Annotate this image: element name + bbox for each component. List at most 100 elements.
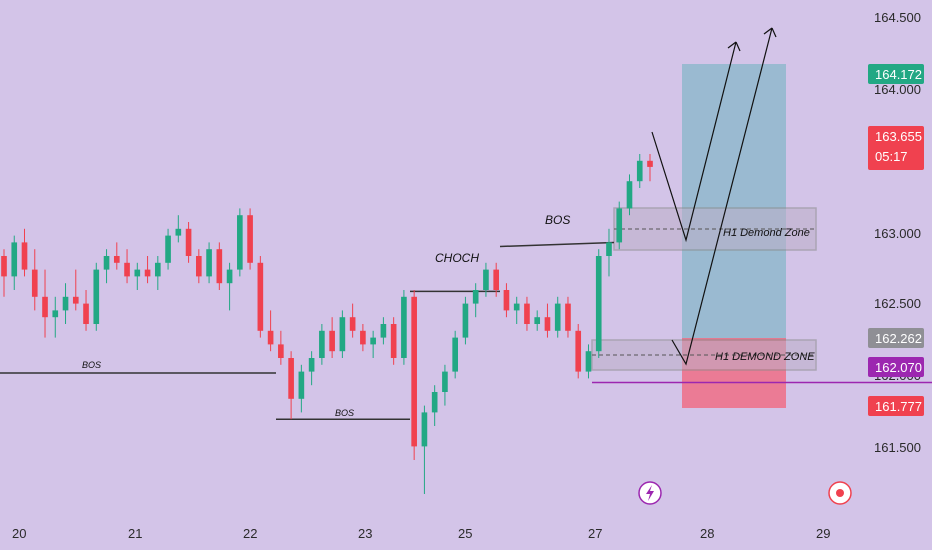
candle-body bbox=[462, 303, 469, 338]
price-badge-value: 164.172 bbox=[875, 67, 922, 82]
candle-body bbox=[401, 296, 407, 358]
bos-mid-label: BOS bbox=[335, 408, 354, 418]
zone-upper-label: H1 Demond Zone bbox=[723, 227, 810, 239]
arrowhead-left-1 bbox=[727, 41, 737, 49]
candle-body bbox=[339, 317, 346, 352]
x-tick-label: 28 bbox=[700, 526, 714, 541]
candle-body bbox=[11, 242, 18, 277]
candle-body bbox=[370, 337, 376, 345]
candle-body bbox=[554, 303, 561, 331]
price-badge-timer: 05:17 bbox=[875, 149, 908, 164]
candle-body bbox=[1, 256, 7, 277]
candle-body bbox=[113, 256, 120, 263]
arrowhead-right-1 bbox=[735, 41, 741, 52]
x-axis[interactable]: 20 21 22 23 25 27 28 29 bbox=[12, 526, 830, 541]
y-tick-label: 163.000 bbox=[874, 226, 921, 241]
candle-body bbox=[585, 351, 592, 372]
candle-body bbox=[595, 256, 602, 352]
price-badge-value: 163.655 bbox=[875, 129, 922, 144]
candle-body bbox=[196, 256, 202, 277]
arrowhead-right-2 bbox=[771, 27, 777, 38]
candle-body bbox=[206, 249, 212, 277]
candle-body bbox=[288, 358, 294, 399]
candle-body bbox=[267, 330, 274, 345]
x-tick-label: 21 bbox=[128, 526, 142, 541]
candle-body bbox=[31, 269, 38, 297]
candle-body bbox=[216, 249, 223, 284]
price-badge: 164.172 bbox=[868, 64, 924, 84]
candle-body bbox=[42, 296, 48, 318]
candle-body bbox=[380, 324, 387, 338]
candle-body bbox=[647, 160, 653, 167]
candle-body bbox=[390, 324, 397, 358]
arrowhead-left-2 bbox=[763, 27, 773, 35]
candle-body bbox=[421, 412, 428, 447]
candle-body bbox=[442, 371, 448, 392]
lightning-icon[interactable] bbox=[638, 481, 662, 505]
price-badge: 162.262 bbox=[868, 328, 924, 348]
price-badge: 162.070 bbox=[868, 357, 924, 377]
candlestick-series bbox=[1, 154, 653, 494]
candle-body bbox=[349, 317, 356, 331]
candle-body bbox=[298, 371, 305, 399]
candle-body bbox=[72, 296, 79, 304]
price-badge-value: 162.262 bbox=[875, 331, 922, 346]
candle-body bbox=[165, 235, 171, 263]
candle-body bbox=[134, 269, 141, 277]
y-tick-label: 162.500 bbox=[874, 296, 921, 311]
candle-body bbox=[411, 296, 417, 447]
candle-body bbox=[360, 330, 366, 345]
y-tick-label: 161.500 bbox=[874, 440, 921, 455]
price-badge-value: 162.070 bbox=[875, 360, 922, 375]
zone-lower-label: H1 DEMOND ZONE bbox=[715, 351, 815, 363]
candle-body bbox=[565, 303, 571, 331]
price-badge-value: 161.777 bbox=[875, 399, 922, 414]
x-tick-label: 25 bbox=[458, 526, 472, 541]
bos-left-label: BOS bbox=[82, 360, 101, 370]
candle-body bbox=[606, 242, 612, 256]
candle-body bbox=[483, 269, 489, 290]
candle-body bbox=[175, 228, 182, 236]
bos-top-line[interactable] bbox=[499, 241, 615, 248]
x-tick-label: 20 bbox=[12, 526, 26, 541]
candle-body bbox=[21, 242, 28, 270]
candle-body bbox=[52, 310, 59, 318]
x-tick-label: 29 bbox=[816, 526, 830, 541]
candle-body bbox=[83, 303, 89, 324]
candle-body bbox=[452, 337, 458, 372]
y-tick-label: 164.500 bbox=[874, 10, 921, 25]
candle-body bbox=[185, 228, 192, 256]
x-tick-label: 22 bbox=[243, 526, 257, 541]
candle-body bbox=[544, 317, 551, 331]
candle-body bbox=[226, 269, 233, 284]
x-tick-label: 27 bbox=[588, 526, 602, 541]
candle-body bbox=[278, 344, 284, 358]
choch-label: CHOCH bbox=[435, 251, 479, 265]
y-tick-label: 164.000 bbox=[874, 82, 921, 97]
candle-body bbox=[124, 262, 130, 277]
candle-body bbox=[534, 317, 541, 324]
candle-body bbox=[247, 215, 253, 263]
projection-arrows bbox=[651, 27, 777, 366]
candle-body bbox=[144, 269, 151, 277]
candle-body bbox=[237, 215, 243, 270]
candle-body bbox=[626, 181, 633, 209]
candle-body bbox=[575, 330, 582, 372]
projection-path-upper bbox=[651, 41, 737, 243]
candle-body bbox=[308, 358, 315, 372]
candle-body bbox=[493, 269, 500, 290]
price-badge: 163.655 05:17 bbox=[868, 126, 924, 170]
x-tick-label: 23 bbox=[358, 526, 372, 541]
record-icon[interactable] bbox=[828, 481, 852, 505]
candle-body bbox=[257, 262, 264, 331]
structure-lines bbox=[0, 228, 932, 420]
candle-body bbox=[154, 262, 161, 277]
candle-body bbox=[513, 303, 520, 311]
candle-body bbox=[616, 208, 623, 243]
projection-path-lower bbox=[671, 27, 773, 366]
candle-body bbox=[472, 290, 479, 304]
candle-body bbox=[103, 256, 110, 270]
price-badges: 164.172 163.655 05:17 162.262 162.070 161.777 bbox=[868, 64, 924, 416]
candle-body bbox=[319, 330, 325, 358]
